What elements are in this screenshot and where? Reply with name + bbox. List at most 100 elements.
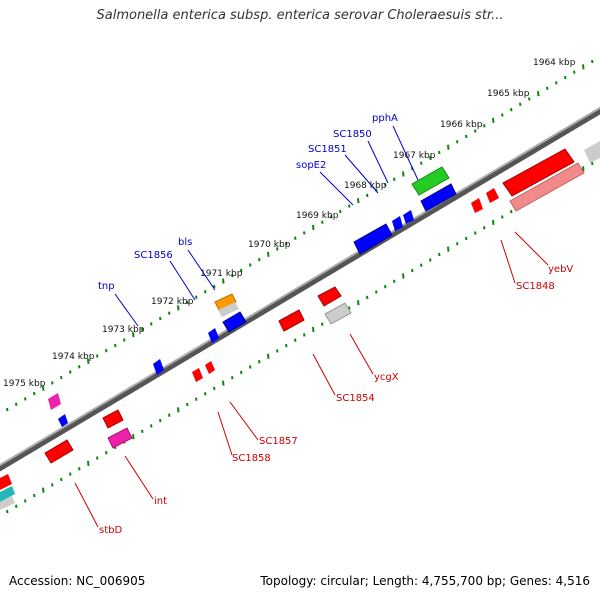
inner-tick-mark — [465, 236, 468, 241]
gene-SC1856[interactable] — [208, 328, 219, 343]
outer-tick-mark — [96, 354, 99, 358]
outer-tick-mark — [141, 327, 144, 331]
gene-sopE2[interactable] — [392, 216, 403, 231]
label-SC1850[interactable]: SC1850 — [333, 129, 372, 140]
outer-tick-mark — [168, 311, 171, 315]
outer-tick-mark — [330, 215, 333, 219]
gene-gray-reverse[interactable] — [324, 302, 352, 325]
label-tnp[interactable]: tnp — [98, 281, 115, 292]
inner-tick-mark — [213, 386, 216, 391]
reverse-features — [0, 141, 600, 510]
outer-tick-mark — [519, 102, 522, 106]
outer-tick-mark — [564, 75, 567, 80]
gene-pphA[interactable] — [411, 166, 450, 196]
inner-tick-mark — [240, 370, 243, 375]
outer-tick-mark — [357, 198, 360, 204]
inner-tick-mark — [492, 219, 495, 225]
outer-tick-mark — [483, 124, 486, 128]
outer-tick-mark — [267, 251, 270, 257]
gene-blue-small[interactable] — [58, 414, 68, 427]
outer-tick-mark — [258, 258, 261, 262]
outer-tick-mark — [177, 305, 180, 311]
inner-tick-mark — [294, 338, 297, 342]
gene-SC1850[interactable] — [420, 183, 457, 212]
inner-tick-mark — [6, 509, 9, 514]
label-SC1854[interactable]: SC1854 — [336, 393, 375, 404]
inner-tick-mark — [51, 483, 54, 487]
outer-tick-mark — [393, 177, 396, 181]
outer-tick-mark — [186, 300, 189, 305]
gene-gray-forward[interactable] — [218, 302, 239, 317]
outer-tick-mark — [591, 59, 594, 64]
label-bls[interactable]: bls — [178, 237, 192, 248]
gene-tnp[interactable] — [153, 359, 164, 375]
label-pphA[interactable]: pphA — [372, 113, 398, 124]
gene-red-int-neighbor[interactable] — [102, 409, 124, 429]
gene-SC1848[interactable] — [471, 198, 483, 213]
forward-gene-labels: pphA SC1850 SC1851 sopE2 bls SC1856 tnp — [98, 113, 398, 292]
gene-SC1857[interactable] — [205, 361, 215, 374]
gene-big-red[interactable] — [502, 148, 575, 197]
gene-gray-edge[interactable] — [584, 141, 600, 163]
gene-magenta-forward[interactable] — [48, 393, 61, 410]
gene-SC1854[interactable] — [278, 309, 305, 332]
tick-label-1975: 1975 kbp — [3, 379, 46, 389]
gene-red-edge[interactable] — [0, 474, 12, 490]
gene-yebV[interactable] — [486, 188, 499, 203]
outer-tick-mark — [33, 391, 36, 396]
inner-tick-mark — [195, 397, 198, 401]
tick-label-1972: 1972 kbp — [151, 297, 194, 307]
inner-tick-mark — [24, 499, 27, 503]
inner-tick-mark — [87, 460, 90, 466]
outer-tick-mark — [546, 86, 549, 90]
label-SC1858[interactable]: SC1858 — [232, 453, 271, 464]
inner-tick-mark — [231, 376, 234, 380]
outer-tick-mark — [222, 278, 225, 284]
inner-tick-mark — [249, 365, 252, 369]
gene-cyan-edge[interactable] — [0, 486, 15, 502]
topology-text: Topology: circular; Length: 4,755,700 bp… — [260, 574, 590, 588]
outer-tick-mark — [573, 70, 576, 74]
outer-tick-mark — [510, 108, 513, 112]
gene-stbD[interactable] — [44, 439, 74, 464]
inner-tick-mark — [204, 392, 207, 396]
inner-tick-mark — [384, 285, 387, 289]
inner-tick-mark — [105, 451, 108, 455]
outer-tick-track — [6, 59, 594, 412]
label-stbD[interactable]: stbD — [99, 525, 122, 536]
outer-tick-mark — [285, 241, 288, 246]
inner-tick-mark — [150, 424, 153, 428]
label-SC1851[interactable]: SC1851 — [308, 144, 347, 155]
gene-ycgX[interactable] — [317, 286, 342, 307]
label-sopE2[interactable]: sopE2 — [296, 160, 326, 171]
gene-bls[interactable] — [222, 311, 247, 333]
tick-label-1970: 1970 kbp — [248, 240, 291, 250]
gene-int[interactable] — [107, 427, 133, 449]
inner-tick-mark — [501, 215, 504, 219]
inner-tick-mark — [168, 413, 171, 417]
outer-tick-mark — [402, 171, 405, 177]
label-ycgX[interactable]: ycgX — [374, 372, 399, 383]
gene-SC1853[interactable] — [353, 223, 393, 255]
outer-tick-mark — [294, 236, 297, 240]
gene-SC1858[interactable] — [192, 368, 203, 382]
gene-pink[interactable] — [509, 162, 585, 212]
label-SC1857[interactable]: SC1857 — [259, 436, 298, 447]
outer-tick-mark — [366, 193, 369, 198]
label-SC1856[interactable]: SC1856 — [134, 250, 173, 261]
outer-tick-mark — [195, 295, 198, 299]
label-int[interactable]: int — [154, 496, 167, 507]
inner-tick-mark — [582, 166, 585, 172]
gene-orange[interactable] — [214, 293, 237, 311]
label-yebV[interactable]: yebV — [548, 264, 573, 275]
inner-tick-mark — [312, 326, 315, 333]
inner-tick-mark — [411, 268, 414, 273]
label-SC1848[interactable]: SC1848 — [516, 281, 555, 292]
gene-gray-edge-left[interactable] — [0, 496, 15, 510]
gene-SC1851[interactable] — [403, 210, 414, 224]
inner-tick-mark — [402, 273, 405, 279]
tick-label-1966: 1966 kbp — [440, 120, 483, 130]
outer-tick-mark — [42, 385, 45, 391]
outer-tick-mark — [249, 263, 252, 267]
outer-tick-mark — [312, 224, 315, 231]
